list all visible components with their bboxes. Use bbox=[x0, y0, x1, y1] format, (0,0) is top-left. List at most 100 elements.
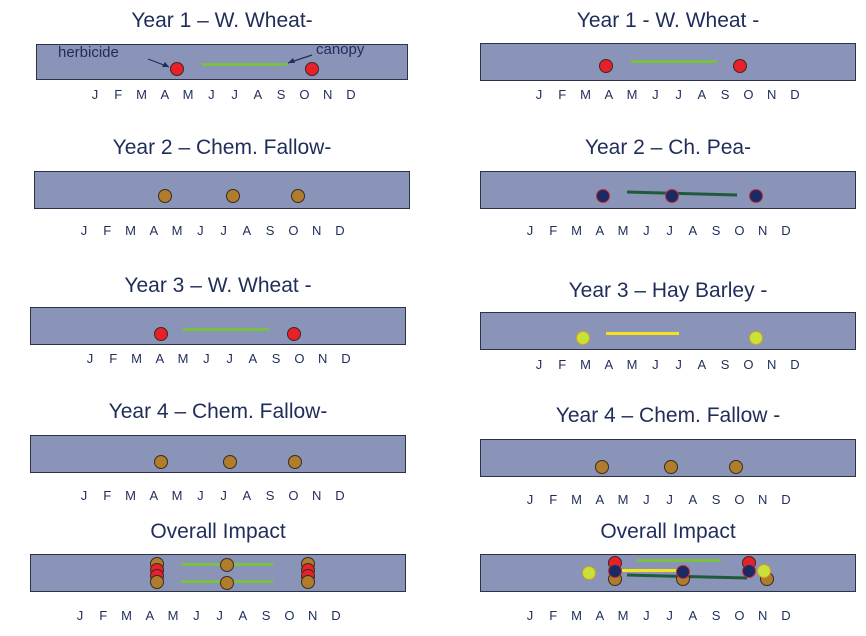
month-label: O bbox=[294, 351, 305, 366]
month-label: D bbox=[790, 357, 800, 372]
month-label: J bbox=[76, 608, 84, 623]
pea-herbicide-dot bbox=[596, 189, 610, 203]
month-label: D bbox=[781, 223, 791, 238]
panel-title: Year 1 - W. Wheat - bbox=[576, 9, 760, 32]
month-label: F bbox=[549, 492, 558, 507]
month-label: J bbox=[80, 223, 88, 238]
barley-canopy-line bbox=[621, 569, 683, 572]
month-label: A bbox=[595, 223, 605, 238]
month-label: J bbox=[197, 223, 204, 238]
fallow-herbicide-dot bbox=[150, 575, 164, 589]
barley-canopy-line bbox=[606, 332, 679, 335]
month-label: N bbox=[766, 357, 777, 372]
month-label: A bbox=[242, 223, 252, 238]
pea-herbicide-dot bbox=[742, 564, 756, 578]
month-label: A bbox=[604, 357, 614, 372]
month-label: J bbox=[535, 87, 543, 102]
month-label: M bbox=[136, 87, 147, 102]
month-label: M bbox=[580, 87, 591, 102]
month-label: N bbox=[757, 608, 768, 623]
barley-herbicide-dot bbox=[576, 331, 590, 345]
month-label: D bbox=[341, 351, 351, 366]
month-label: A bbox=[253, 87, 263, 102]
month-label: O bbox=[734, 223, 745, 238]
panel-title: Year 3 – Hay Barley - bbox=[568, 279, 768, 302]
month-label: A bbox=[242, 488, 252, 503]
panel-title: Year 1 – W. Wheat- bbox=[131, 9, 313, 32]
panel-title: Year 2 – Ch. Pea- bbox=[584, 136, 752, 159]
month-label: M bbox=[571, 492, 582, 507]
fallow-herbicide-dot bbox=[220, 558, 234, 572]
fallow-herbicide-dot bbox=[729, 460, 743, 474]
month-label: M bbox=[125, 488, 136, 503]
month-label: J bbox=[666, 223, 673, 238]
month-label: N bbox=[311, 488, 322, 503]
month-label: J bbox=[80, 488, 88, 503]
season-bar bbox=[34, 171, 410, 209]
herbicide-dot bbox=[154, 327, 168, 341]
month-label: N bbox=[757, 223, 768, 238]
month-label: M bbox=[571, 608, 582, 623]
month-label: M bbox=[626, 357, 638, 372]
herbicide-label: herbicide bbox=[58, 44, 119, 61]
month-label: S bbox=[276, 87, 286, 102]
month-label: S bbox=[265, 223, 275, 238]
month-label: A bbox=[604, 87, 614, 102]
month-label: J bbox=[203, 351, 210, 366]
month-label: D bbox=[781, 492, 791, 507]
month-label: M bbox=[617, 492, 629, 507]
month-label: A bbox=[238, 608, 248, 623]
herbicide-dot bbox=[733, 59, 747, 73]
pea-herbicide-dot bbox=[665, 189, 679, 203]
month-label: J bbox=[675, 87, 682, 102]
month-label: M bbox=[125, 223, 136, 238]
pea-herbicide-dot bbox=[608, 564, 622, 578]
month-label: J bbox=[226, 351, 233, 366]
month-label: S bbox=[720, 357, 730, 372]
pea-canopy-line bbox=[626, 573, 748, 580]
fallow-herbicide-dot bbox=[291, 189, 305, 203]
month-label: J bbox=[666, 492, 673, 507]
month-label: J bbox=[652, 87, 659, 102]
month-label: O bbox=[284, 608, 295, 623]
month-label: F bbox=[558, 87, 567, 102]
barley-herbicide-dot bbox=[749, 331, 763, 345]
month-label: M bbox=[617, 223, 629, 238]
herbicide-dot bbox=[305, 62, 319, 76]
fallow-herbicide-dot bbox=[288, 455, 302, 469]
canopy-label: canopy bbox=[316, 41, 365, 58]
month-label: N bbox=[766, 87, 777, 102]
panel-title: Year 2 – Chem. Fallow- bbox=[112, 136, 332, 159]
month-label: A bbox=[697, 87, 707, 102]
month-label: M bbox=[131, 351, 142, 366]
season-bar bbox=[30, 554, 406, 592]
month-label: J bbox=[526, 492, 534, 507]
month-label: F bbox=[558, 357, 567, 372]
month-label: J bbox=[197, 488, 204, 503]
month-label: D bbox=[790, 87, 800, 102]
month-label: S bbox=[711, 492, 721, 507]
month-label: F bbox=[109, 351, 118, 366]
month-label: J bbox=[231, 87, 238, 102]
month-label: J bbox=[526, 608, 534, 623]
month-label: A bbox=[155, 351, 165, 366]
month-label: M bbox=[171, 223, 183, 238]
panel-title: Overall Impact bbox=[150, 520, 286, 543]
month-label: J bbox=[91, 87, 99, 102]
month-label: O bbox=[734, 608, 745, 623]
herbicide-dot bbox=[170, 62, 184, 76]
month-label: A bbox=[697, 357, 707, 372]
panel-title: Overall Impact bbox=[600, 520, 736, 543]
